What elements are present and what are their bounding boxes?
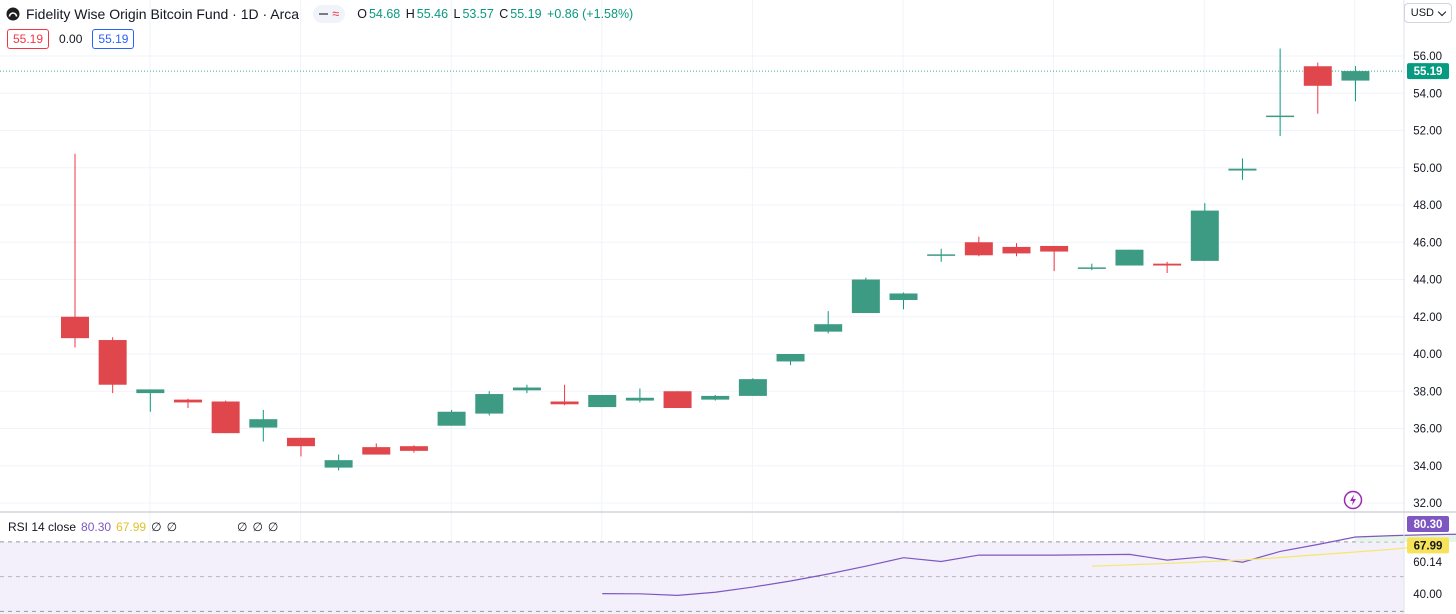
trade-buttons: 55.19 0.00 55.19 (7, 29, 135, 49)
low-value: 53.57 (462, 7, 494, 21)
change-value: +0.86 (+1.58%) (547, 7, 634, 21)
rsi-value: 80.30 (81, 520, 112, 534)
candle-body (211, 401, 240, 434)
rsi-empty-value: ∅ (267, 520, 279, 534)
currency-dropdown[interactable]: USD (1403, 3, 1452, 23)
price-tick-label: 46.00 (1413, 237, 1442, 249)
price-tick-label: 56.00 (1413, 51, 1442, 63)
open-value: 54.68 (368, 7, 401, 21)
candle-body (1190, 210, 1219, 261)
candle-body (1077, 267, 1106, 269)
candle-body (851, 279, 880, 314)
price-tick-label: 44.00 (1413, 275, 1442, 287)
rsi-value-tag (1407, 516, 1449, 532)
session-toggle[interactable]: ≈ (313, 5, 346, 23)
candle-body (136, 389, 165, 394)
candle-body (1228, 168, 1257, 171)
candle-body (814, 324, 843, 332)
price-tick-label: 54.00 (1413, 88, 1442, 100)
candle-body (1002, 246, 1031, 254)
rsi-empty-value: ∅ (237, 520, 248, 534)
candle-body (663, 391, 692, 409)
candle-body (324, 460, 353, 468)
candle-body (1266, 115, 1295, 118)
open-key: O (357, 7, 367, 21)
high-key: H (405, 7, 415, 21)
symbol-title[interactable]: Fidelity Wise Origin Bitcoin Fund · 1D ·… (26, 6, 300, 22)
price-tick-label: 42.00 (1413, 312, 1442, 324)
rsi-ma-tag (1407, 537, 1449, 554)
candle-body (889, 293, 918, 300)
price-tick-label: 48.00 (1413, 200, 1442, 212)
candle-body (1115, 249, 1144, 266)
chevron-down-icon (1437, 7, 1447, 16)
candle-body (512, 387, 541, 391)
close-value: 55.19 (510, 7, 542, 21)
price-tick-label: 36.00 (1413, 424, 1442, 436)
price-tick-label: 34.00 (1413, 461, 1442, 473)
minus-icon (319, 13, 329, 15)
approx-icon: ≈ (332, 6, 340, 21)
buy-button[interactable]: 55.19 (92, 29, 135, 49)
lightning-alert-icon[interactable] (1343, 490, 1363, 510)
symbol-logo-icon[interactable] (6, 7, 20, 21)
candles (61, 48, 1370, 471)
candle-body (927, 254, 956, 256)
rsi-empty-value: ∅ (166, 520, 178, 534)
candle-body (362, 447, 391, 455)
rsi-background (0, 541, 1404, 614)
candle-body (286, 437, 315, 447)
candle-body (399, 446, 428, 451)
candle-body (964, 242, 993, 256)
candle-body (738, 379, 767, 396)
candle-body (776, 354, 805, 362)
price-tick-label: 40.00 (1413, 349, 1442, 361)
candle-body (98, 340, 127, 385)
candle-body (701, 395, 730, 400)
rsi-label[interactable]: RSI 14 close (8, 520, 77, 534)
rsi-ma-line (1091, 544, 1431, 567)
candle-body (625, 397, 654, 401)
candle-body (1341, 71, 1370, 81)
chart-header: Fidelity Wise Origin Bitcoin Fund · 1D ·… (6, 4, 635, 24)
price-tick-label: 50.00 (1413, 163, 1442, 175)
rsi-empty-value: ∅ (252, 520, 263, 534)
rsi-value-label: 80.30 (1414, 519, 1443, 531)
low-key: L (453, 7, 461, 21)
currency-label: USD (1410, 7, 1434, 19)
price-tick-label: 38.00 (1413, 386, 1442, 398)
candle-body (173, 399, 202, 403)
rsi-ma-label: 67.99 (1414, 540, 1443, 552)
rsi-tick-label: 40.00 (1413, 589, 1442, 601)
high-value: 55.46 (416, 7, 449, 21)
rsi-band (0, 541, 1404, 614)
sell-button[interactable]: 55.19 (7, 29, 50, 49)
price-tick-label: 32.00 (1413, 498, 1442, 510)
last-price-label: 55.19 (1414, 66, 1443, 78)
price-tick-label: 52.00 (1413, 126, 1442, 138)
last-price-tag (1407, 63, 1449, 80)
candle-body (249, 419, 278, 428)
candle-body (550, 401, 579, 405)
spread-value: 0.00 (59, 32, 83, 46)
ohlc-values: O 54.68 H 55.46 L 53.57 C 55.19 +0.86 (+1.58… (357, 7, 635, 21)
rsi-ma-value: 67.99 (116, 520, 147, 534)
rsi-level-label: 60.14 (1413, 557, 1442, 569)
candle-body (588, 394, 617, 408)
rsi-legend[interactable]: RSI 14 close 80.30 67.99 ∅ ∅ ∅ ∅ ∅ (8, 520, 278, 534)
candle-body (475, 394, 504, 414)
rsi-line (602, 533, 1456, 596)
candle-body (61, 316, 89, 339)
rsi-empty-value: ∅ (151, 520, 162, 534)
candle-body (437, 411, 466, 426)
close-key: C (499, 7, 509, 21)
candle-body (1153, 263, 1182, 266)
candle-body (1040, 245, 1069, 252)
candle-body (1303, 66, 1332, 86)
